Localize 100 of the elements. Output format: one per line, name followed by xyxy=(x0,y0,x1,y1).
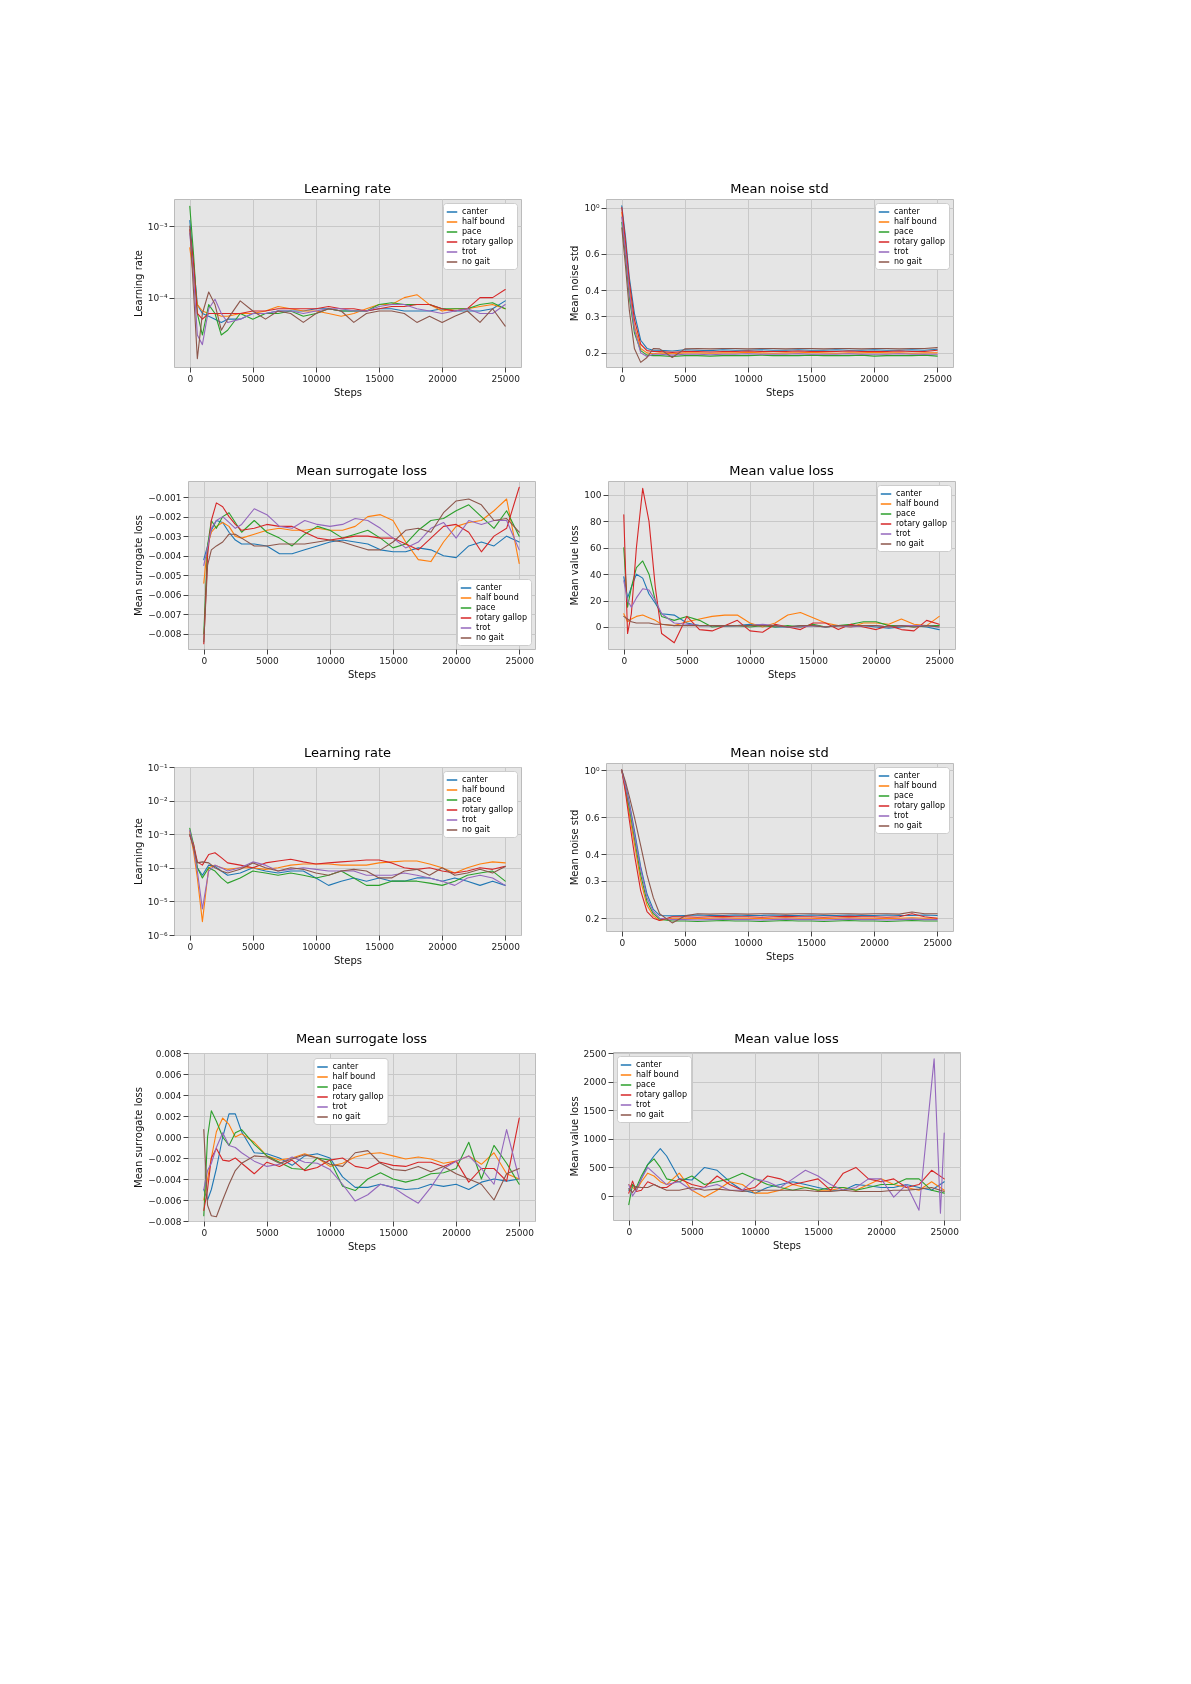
legend-label: rotary gallop xyxy=(476,613,528,622)
x-axis-title: Steps xyxy=(768,668,796,680)
y-axis-title: Mean value loss xyxy=(568,1096,580,1177)
y-tick-label: 40 xyxy=(590,569,602,580)
legend-label: half bound xyxy=(462,785,505,794)
legend-label: trot xyxy=(476,623,491,632)
y-tick-label: 0.4 xyxy=(585,849,600,860)
y-axis-title: Learning rate xyxy=(132,818,144,885)
x-axis-title: Steps xyxy=(348,668,376,680)
line-series xyxy=(628,1172,945,1198)
y-tick-label: 100 xyxy=(584,490,602,501)
y-tick-label: 10⁻⁵ xyxy=(147,896,168,907)
x-tick-label: 10000 xyxy=(302,941,332,952)
chart-title: Mean surrogate loss xyxy=(295,1031,428,1046)
x-tick-label: 0 xyxy=(187,941,194,952)
x-tick-label: 5000 xyxy=(673,373,698,384)
x-tick-label: 10000 xyxy=(734,373,764,384)
x-tick-label: 20000 xyxy=(860,937,890,948)
y-tick-label: 2000 xyxy=(583,1077,607,1088)
legend-label: trot xyxy=(462,247,477,256)
legend-label: half bound xyxy=(894,781,937,790)
y-tick-label: 10⁻¹ xyxy=(147,762,168,773)
legend-label: pace xyxy=(894,791,914,800)
y-tick-label: −0.002 xyxy=(148,512,182,523)
y-tick-label: −0.008 xyxy=(148,1216,182,1227)
line-series xyxy=(628,1058,945,1214)
y-axis-title: Learning rate xyxy=(132,250,144,317)
y-tick-label: 10⁻⁴ xyxy=(147,293,168,304)
y-tick-label: −0.004 xyxy=(148,551,182,562)
y-tick-label: −0.003 xyxy=(148,531,182,542)
x-tick-label: 10000 xyxy=(316,1227,346,1238)
x-tick-label: 25000 xyxy=(925,655,955,666)
legend-label: no gait xyxy=(894,821,922,830)
legend-label: canter xyxy=(636,1060,663,1069)
y-tick-label: 0.3 xyxy=(585,876,600,887)
y-tick-label: −0.008 xyxy=(148,629,182,640)
x-tick-label: 0 xyxy=(187,373,194,384)
x-tick-label: 20000 xyxy=(428,373,458,384)
chart-title: Mean noise std xyxy=(730,181,829,196)
chart-title: Mean noise std xyxy=(730,745,829,760)
x-tick-label: 0 xyxy=(621,655,628,666)
line-series xyxy=(623,615,940,628)
legend-label: rotary gallop xyxy=(894,237,946,246)
legend-label: rotary gallop xyxy=(332,1092,384,1101)
legend-label: canter xyxy=(476,583,503,592)
legend-label: canter xyxy=(332,1062,359,1071)
x-tick-label: 10000 xyxy=(316,655,346,666)
legend-label: trot xyxy=(894,247,909,256)
legend-label: no gait xyxy=(896,539,924,548)
y-tick-label: −0.002 xyxy=(148,1153,182,1164)
legend-label: canter xyxy=(462,775,489,784)
y-tick-label: 80 xyxy=(590,516,602,527)
x-tick-label: 25000 xyxy=(505,1227,535,1238)
legend-label: half bound xyxy=(894,217,937,226)
y-tick-label: 1000 xyxy=(583,1134,607,1145)
x-tick-label: 0 xyxy=(201,655,208,666)
y-axis-title: Mean noise std xyxy=(569,245,581,322)
line-series xyxy=(628,1158,945,1206)
x-axis-title: Steps xyxy=(773,1239,801,1251)
y-tick-label: 0 xyxy=(600,1191,607,1202)
legend-label: half bound xyxy=(896,499,939,508)
x-tick-label: 20000 xyxy=(867,1226,897,1237)
legend-label: trot xyxy=(894,811,909,820)
y-tick-label: 20 xyxy=(590,596,602,607)
y-tick-label: 0.008 xyxy=(155,1048,182,1059)
y-tick-label: −0.005 xyxy=(148,570,182,581)
y-tick-label: −0.004 xyxy=(148,1174,182,1185)
y-tick-label: 10⁻⁶ xyxy=(147,930,168,941)
y-axis-title: Mean surrogate loss xyxy=(133,515,145,616)
x-tick-label: 5000 xyxy=(675,655,700,666)
legend-label: no gait xyxy=(462,257,490,266)
line-series xyxy=(203,498,520,584)
line-series xyxy=(628,1184,945,1194)
y-tick-label: 10⁻³ xyxy=(147,221,168,232)
x-tick-label: 20000 xyxy=(428,941,458,952)
line-series xyxy=(203,519,520,561)
y-axis-title: Mean noise std xyxy=(569,809,581,886)
legend-label: pace xyxy=(894,227,914,236)
x-tick-label: 15000 xyxy=(799,655,829,666)
chart-title: Mean value loss xyxy=(729,463,834,478)
x-tick-label: 5000 xyxy=(241,373,266,384)
y-tick-label: 10⁻² xyxy=(147,796,168,807)
legend-label: pace xyxy=(462,227,482,236)
line-series xyxy=(623,611,940,628)
y-tick-label: 0.6 xyxy=(585,812,600,823)
x-tick-label: 15000 xyxy=(379,655,409,666)
x-tick-label: 20000 xyxy=(442,655,472,666)
line-series xyxy=(203,1129,520,1204)
x-tick-label: 10000 xyxy=(734,937,764,948)
legend-label: canter xyxy=(462,207,489,216)
legend-label: pace xyxy=(462,795,482,804)
y-tick-label: 0.4 xyxy=(585,285,600,296)
legend-label: trot xyxy=(462,815,477,824)
line-series xyxy=(628,1166,945,1194)
legend-label: rotary gallop xyxy=(636,1090,688,1099)
legend-label: rotary gallop xyxy=(462,237,514,246)
x-tick-label: 25000 xyxy=(491,941,521,952)
y-tick-label: 2500 xyxy=(583,1048,607,1059)
legend-label: no gait xyxy=(462,825,490,834)
legend-label: pace xyxy=(476,603,496,612)
